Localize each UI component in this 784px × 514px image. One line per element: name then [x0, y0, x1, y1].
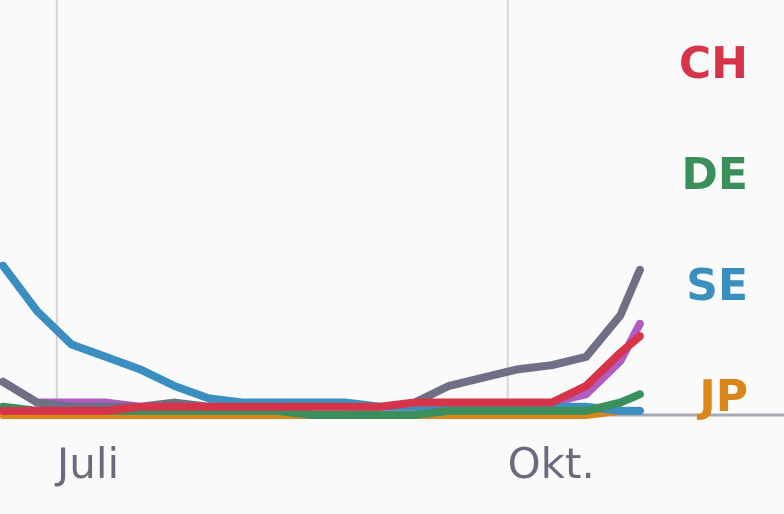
legend-label: JP: [696, 371, 748, 422]
x-tick-label: Okt.: [508, 439, 595, 488]
legend-label: SE: [686, 260, 748, 311]
x-tick-label: Juli: [54, 439, 119, 488]
series-line: [0, 261, 644, 415]
legend-label: DE: [681, 149, 748, 200]
legend-label: CH: [679, 38, 748, 89]
series-line: [0, 332, 644, 415]
